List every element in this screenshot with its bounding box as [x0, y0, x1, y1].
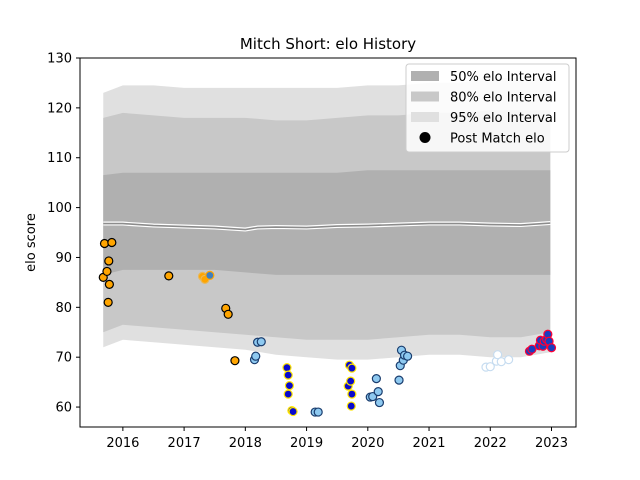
y-axis-label: elo score	[24, 213, 39, 272]
data-point	[107, 237, 117, 248]
y-tick-label: 70	[55, 351, 72, 366]
data-point	[546, 343, 557, 353]
legend-label: 80% elo Interval	[450, 91, 557, 106]
y-tick-label: 80	[55, 301, 72, 316]
data-point	[394, 375, 404, 385]
band-2	[103, 170, 551, 275]
data-point	[368, 391, 378, 402]
legend-label: 95% elo Interval	[450, 111, 557, 126]
x-tick-label: 2019	[290, 436, 323, 451]
legend-label: Post Match elo	[450, 132, 545, 147]
data-point	[223, 309, 233, 319]
x-tick-label: 2020	[351, 436, 384, 451]
data-point	[373, 386, 383, 397]
mean-line	[103, 222, 551, 231]
data-point	[403, 351, 413, 361]
data-point	[104, 279, 114, 289]
legend: 50% elo Interval 80% elo Interval 95% elo …	[405, 63, 570, 153]
legend-swatch	[411, 112, 439, 122]
legend-box	[405, 63, 570, 153]
data-point	[251, 351, 261, 361]
data-point	[205, 270, 215, 281]
data-point	[346, 401, 356, 411]
y-tick-label: 110	[47, 151, 72, 166]
legend-swatch	[411, 71, 439, 81]
data-point	[347, 389, 357, 399]
x-tick-label: 2021	[412, 436, 445, 451]
data-point	[230, 356, 240, 366]
data-point	[371, 374, 381, 384]
y-tick-label: 100	[47, 201, 72, 216]
legend-swatch	[411, 91, 439, 102]
data-point	[104, 256, 114, 266]
x-tick-label: 2022	[474, 436, 507, 451]
legend-label: 50% elo Interval	[450, 70, 557, 85]
x-tick-label: 2017	[168, 436, 201, 451]
x-tick-label: 2018	[229, 436, 262, 451]
data-point	[504, 355, 514, 365]
data-point	[284, 381, 295, 391]
data-point	[103, 297, 113, 307]
data-point	[374, 397, 385, 408]
data-point	[496, 357, 506, 367]
data-point	[282, 363, 292, 373]
chart-title: Mitch Short: elo History	[240, 35, 416, 53]
data-point	[527, 344, 537, 354]
x-tick-label: 2023	[535, 436, 568, 451]
data-point	[283, 389, 293, 399]
y-tick-label: 120	[47, 101, 72, 116]
data-point	[164, 271, 174, 281]
x-axis-ticks: 2016 2017 2018 2019 2020 2021 2022 2023	[106, 427, 568, 451]
data-point	[485, 362, 495, 372]
data-point	[346, 376, 356, 386]
data-point	[283, 370, 293, 380]
plot-frame	[79, 57, 577, 428]
data-point	[493, 350, 503, 360]
mean-elo-line	[103, 221, 551, 232]
data-point	[102, 266, 112, 277]
y-tick-label: 90	[55, 251, 72, 266]
data-point	[99, 238, 110, 249]
data-point	[288, 406, 298, 417]
post-match-points	[98, 237, 557, 417]
data-point	[256, 337, 266, 347]
y-tick-label: 60	[55, 401, 72, 416]
legend-marker	[419, 132, 431, 143]
y-tick-label: 130	[47, 52, 72, 67]
data-point	[347, 363, 357, 373]
data-point	[313, 407, 323, 417]
y-axis-ticks: 60 70 80 90 100 110 120 130	[47, 52, 80, 416]
x-tick-label: 2016	[106, 436, 139, 451]
